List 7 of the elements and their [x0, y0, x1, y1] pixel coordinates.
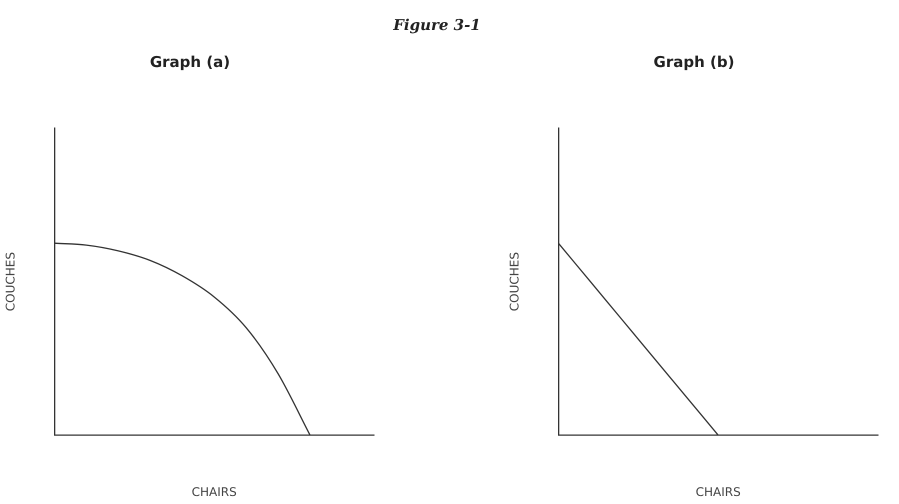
y-axis-title: COUCHES [507, 252, 522, 312]
x-axis-title: CHAIRS [696, 484, 741, 499]
y-axis-title: COUCHES [3, 252, 18, 312]
x-axis-title: CHAIRS [192, 484, 237, 499]
caption: Figure 3-1 [392, 16, 482, 34]
chart-title: Graph (a) [148, 53, 232, 71]
chart-title: Graph (b) [652, 53, 736, 71]
